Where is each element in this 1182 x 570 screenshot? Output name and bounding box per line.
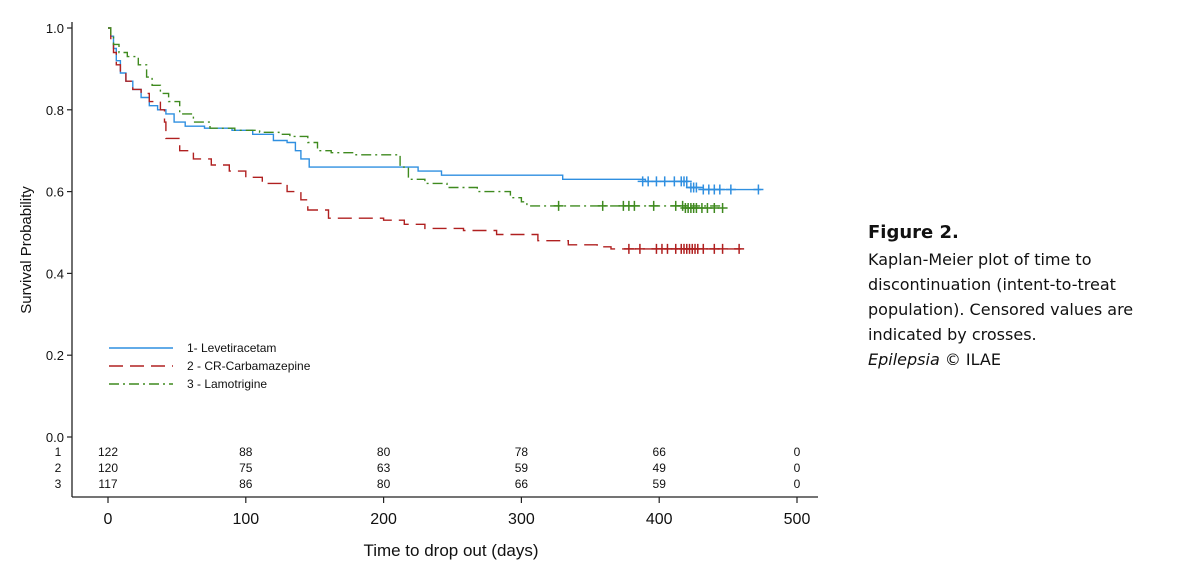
risk-row-label: 3 <box>55 477 62 491</box>
legend-label: 3 - Lamotrigine <box>187 377 267 391</box>
censor-mark <box>717 202 728 213</box>
censor-mark <box>623 243 634 254</box>
risk-count: 80 <box>377 477 391 491</box>
y-tick-label: 1.0 <box>46 21 64 36</box>
risk-row-label: 2 <box>55 461 62 475</box>
censor-mark <box>698 243 709 254</box>
censor-mark <box>659 176 670 187</box>
legend-label: 1- Levetiracetam <box>187 341 276 355</box>
censor-mark <box>714 184 725 195</box>
figure-caption: Figure 2. Kaplan-Meier plot of time to d… <box>868 222 1168 372</box>
caption-journal: Epilepsia <box>868 350 940 369</box>
caption-copyright: © ILAE <box>944 350 1001 369</box>
risk-count: 78 <box>515 445 529 459</box>
risk-count: 88 <box>239 445 253 459</box>
y-tick-label: 0.0 <box>46 430 64 445</box>
curve-series-3 <box>108 27 722 208</box>
risk-count: 59 <box>653 477 667 491</box>
x-ticks: 0 100 200 300 400 500 <box>104 497 811 528</box>
censor-mark <box>629 200 640 211</box>
y-axis-label: Survival Probability <box>18 186 35 314</box>
risk-count: 120 <box>98 461 118 475</box>
risk-count: 122 <box>98 445 118 459</box>
legend-label: 2 - CR-Carbamazepine <box>187 359 311 373</box>
censor-mark <box>717 243 728 254</box>
curve-series-2 <box>108 27 742 250</box>
km-chart: 0.00.20.40.60.81.0 0 100 200 300 400 500 1- L… <box>18 21 818 560</box>
legend: 1- Levetiracetam 2 - CR-Carbamazepine 3 - … <box>109 341 311 391</box>
x-tick-label: 0 <box>104 511 113 528</box>
curve-series-1 <box>108 27 762 191</box>
censor-mark <box>634 243 645 254</box>
censor-mark <box>597 200 608 211</box>
risk-count: 75 <box>239 461 253 475</box>
censor-mark <box>725 184 736 195</box>
caption-title: Figure 2. <box>868 222 959 243</box>
risk-count: 59 <box>515 461 529 475</box>
survival-curves <box>108 27 762 250</box>
y-ticks: 0.0 0.2 0.4 0.6 0.8 1.0 <box>46 21 72 445</box>
y-tick-label: 0.4 <box>46 266 64 281</box>
censor-mark <box>553 200 564 211</box>
risk-count: 49 <box>653 461 667 475</box>
risk-count: 86 <box>239 477 253 491</box>
risk-row-label: 1 <box>55 445 62 459</box>
y-tick-label: 0.6 <box>46 185 64 200</box>
risk-count: 66 <box>653 445 667 459</box>
censor-mark <box>648 200 659 211</box>
risk-count: 117 <box>98 477 117 491</box>
x-axis-label: Time to drop out (days) <box>363 541 538 560</box>
censor-mark <box>691 182 702 193</box>
risk-count: 0 <box>794 461 801 475</box>
censor-marks <box>553 176 764 254</box>
censor-mark <box>681 176 692 187</box>
risk-count: 66 <box>515 477 529 491</box>
risk-table: 1 122 88 80 78 66 0 2 120 75 63 59 49 0 3 117 86 80 66 59 0 <box>55 445 801 491</box>
x-tick-label: 200 <box>370 511 397 528</box>
x-tick-label: 400 <box>646 511 673 528</box>
y-tick-label: 0.2 <box>46 348 64 363</box>
x-tick-label: 500 <box>784 511 811 528</box>
x-tick-label: 300 <box>508 511 535 528</box>
x-tick-label: 100 <box>232 511 259 528</box>
axes <box>71 22 818 498</box>
caption-credit: Epilepsia © ILAE <box>868 347 1168 372</box>
caption-body: Kaplan-Meier plot of time to discontinua… <box>868 250 1134 344</box>
censor-mark <box>734 243 745 254</box>
risk-count: 63 <box>377 461 391 475</box>
risk-count: 0 <box>794 477 801 491</box>
risk-count: 80 <box>377 445 391 459</box>
y-tick-label: 0.8 <box>46 103 64 118</box>
censor-mark <box>753 184 764 195</box>
risk-count: 0 <box>794 445 801 459</box>
